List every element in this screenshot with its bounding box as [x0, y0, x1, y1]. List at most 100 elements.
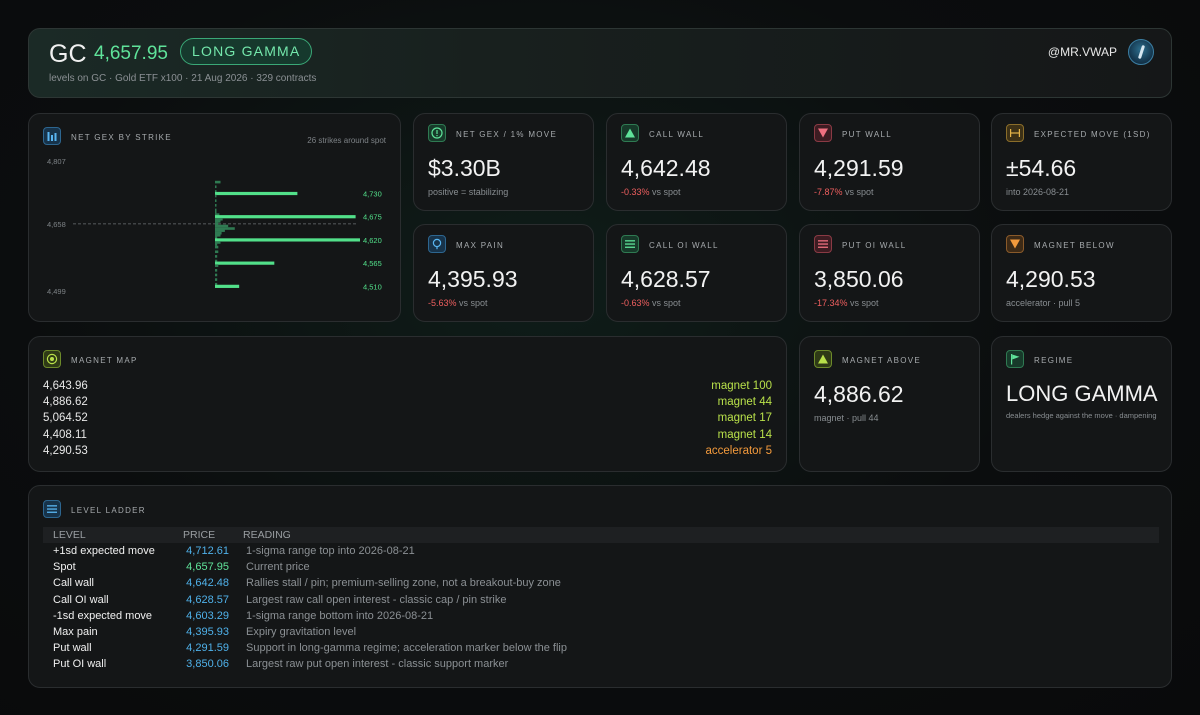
gex-bar — [215, 278, 218, 281]
magnet-price: 4,408.11 — [43, 429, 87, 441]
table-row: +1sd expected move 4,712.61 1-sigma rang… — [43, 543, 1159, 559]
gex-bar — [215, 229, 225, 232]
gex-bar — [215, 261, 275, 265]
level-price: 4,628.57 — [186, 593, 229, 606]
strike-label: 4,675 — [363, 213, 382, 222]
stat-value: 4,290.53 — [1006, 266, 1096, 292]
gex-bar — [215, 273, 218, 277]
gex-bar — [215, 204, 217, 207]
stat-delta: -0.33% — [621, 187, 650, 197]
level-name: Call OI wall — [53, 593, 109, 606]
gex-bar — [215, 238, 360, 242]
list-lines-icon — [621, 235, 639, 253]
stat-note: -17.34% vs spot — [814, 298, 879, 308]
stat-note: into 2026-08-21 — [1006, 187, 1070, 197]
level-name: -1sd expected move — [53, 609, 153, 622]
gex-bar — [215, 243, 218, 246]
stat-note: -0.33% vs spot — [621, 187, 681, 197]
table-row: Call wall 4,642.48 Rallies stall / pin; … — [43, 575, 1159, 591]
stat-note: positive = stabilizing — [428, 187, 509, 197]
gex-bar — [215, 194, 217, 198]
y-axis-label: 4,807 — [47, 157, 66, 166]
ladder-title: LEVEL LADDER — [71, 506, 146, 515]
lightbulb-icon — [428, 235, 446, 253]
level-price: 3,850.06 — [186, 658, 229, 671]
level-name: +1sd expected move — [53, 545, 155, 557]
stat-value: 4,642.48 — [621, 155, 711, 181]
level-reading: 1-sigma range bottom into 2026-08-21 — [246, 609, 434, 622]
stat-value: 3,850.06 — [814, 266, 904, 292]
magnet-map-card: MAGNET MAP 4,643.96 magnet 100 4,886.62 … — [28, 336, 787, 472]
stat-card-call-wall: CALL WALL 4,642.48 -0.33% vs spot — [606, 113, 787, 211]
magnet-map-title: MAGNET MAP — [71, 356, 138, 365]
level-name: Put wall — [53, 642, 92, 655]
level-reading: Rallies stall / pin; premium-selling zon… — [246, 577, 561, 590]
gex-bar — [215, 210, 217, 214]
level-price: 4,291.59 — [186, 642, 229, 655]
net-gex-chart-card: NET GEX BY STRIKE 26 strikes around spot… — [28, 113, 401, 322]
stat-card-max-pain: MAX PAIN 4,395.93 -5.63% vs spot — [413, 224, 594, 322]
table-row: Put OI wall 3,850.06 Largest raw put ope… — [43, 656, 1159, 672]
gex-bar — [215, 245, 219, 249]
gex-bar — [215, 180, 221, 184]
gex-bar — [215, 236, 218, 240]
table-row: Max pain 4,395.93 Expiry gravitation lev… — [43, 624, 1159, 640]
gex-bar — [215, 241, 221, 244]
stat-value: 4,291.59 — [814, 155, 904, 181]
triangle-up-icon — [814, 350, 832, 368]
level-name: Put OI wall — [53, 658, 107, 671]
strike-label: 4,510 — [363, 282, 382, 291]
level-price: 4,712.61 — [186, 545, 229, 557]
gex-bar — [215, 213, 220, 216]
stat-title: MAGNET ABOVE — [842, 356, 922, 365]
range-bracket-icon — [1006, 124, 1024, 142]
gex-bar — [215, 208, 217, 212]
gex-bar — [215, 222, 219, 226]
stat-title: NET GEX / 1% MOVE — [456, 130, 558, 139]
stat-card-call-oi-wall: CALL OI WALL 4,628.57 -0.63% vs spot — [606, 224, 787, 322]
magnet-price: 4,886.62 — [43, 396, 88, 408]
gex-chart-title: NET GEX BY STRIKE — [71, 133, 172, 142]
level-ladder-card: LEVEL LADDER LEVEL PRICE READING +1sd ex… — [28, 485, 1172, 688]
level-reading: Largest raw put open interest - classic … — [246, 658, 509, 671]
accelerator-tag: accelerator 5 — [705, 445, 772, 457]
stat-card-put-wall: PUT WALL 4,291.59 -7.87% vs spot — [799, 113, 980, 211]
level-price: 4,603.29 — [186, 609, 229, 622]
level-price: 4,657.95 — [186, 561, 229, 574]
avatar[interactable] — [1128, 39, 1154, 65]
stat-note: magnet · pull 44 — [814, 413, 879, 423]
gex-bar — [215, 255, 218, 258]
stat-value: 4,886.62 — [814, 381, 904, 407]
stat-note: -7.87% vs spot — [814, 187, 874, 197]
level-price: 4,642.48 — [186, 577, 229, 590]
magnet-tag: magnet 14 — [717, 429, 772, 441]
stat-delta: -5.63% — [428, 298, 457, 308]
gex-bar — [215, 224, 229, 228]
column-header: PRICE — [183, 529, 216, 541]
level-name: Spot — [53, 561, 76, 574]
table-row: Call OI wall 4,628.57 Largest raw call o… — [43, 592, 1159, 608]
gex-bar — [215, 199, 217, 202]
table-header: LEVEL PRICE READING — [43, 527, 1159, 543]
gex-bar-chart: 4,807 4,658 4,499 4,730 4,675 4,620 4,565 4,510 — [47, 157, 382, 296]
stat-note-text: vs spot — [850, 298, 879, 308]
level-name: Call wall — [53, 577, 94, 590]
column-header: LEVEL — [53, 529, 86, 541]
author-handle[interactable]: @MR.VWAP — [1047, 45, 1117, 59]
level-name: Max pain — [53, 625, 98, 638]
gex-bar — [215, 284, 240, 288]
stat-value: ±54.66 — [1006, 155, 1077, 181]
stat-note-text: vs spot — [652, 187, 681, 197]
ticker-symbol: GC — [49, 40, 87, 68]
stat-card-regime: REGIME LONG GAMMA dealers hedge against … — [991, 336, 1172, 472]
level-reading: Support in long-gamma regime; accelerati… — [246, 642, 567, 655]
gex-bar — [215, 282, 218, 286]
triangle-down-icon — [1006, 235, 1024, 253]
level-reading: Largest raw call open interest - classic… — [246, 593, 507, 606]
table-row: -1sd expected move 4,603.29 1-sigma rang… — [43, 608, 1159, 624]
magnet-tag: magnet 100 — [711, 380, 772, 392]
gex-bar — [215, 250, 219, 254]
gex-bar — [215, 269, 218, 272]
gex-bar — [215, 185, 217, 189]
magnet-tag: magnet 44 — [717, 396, 772, 408]
